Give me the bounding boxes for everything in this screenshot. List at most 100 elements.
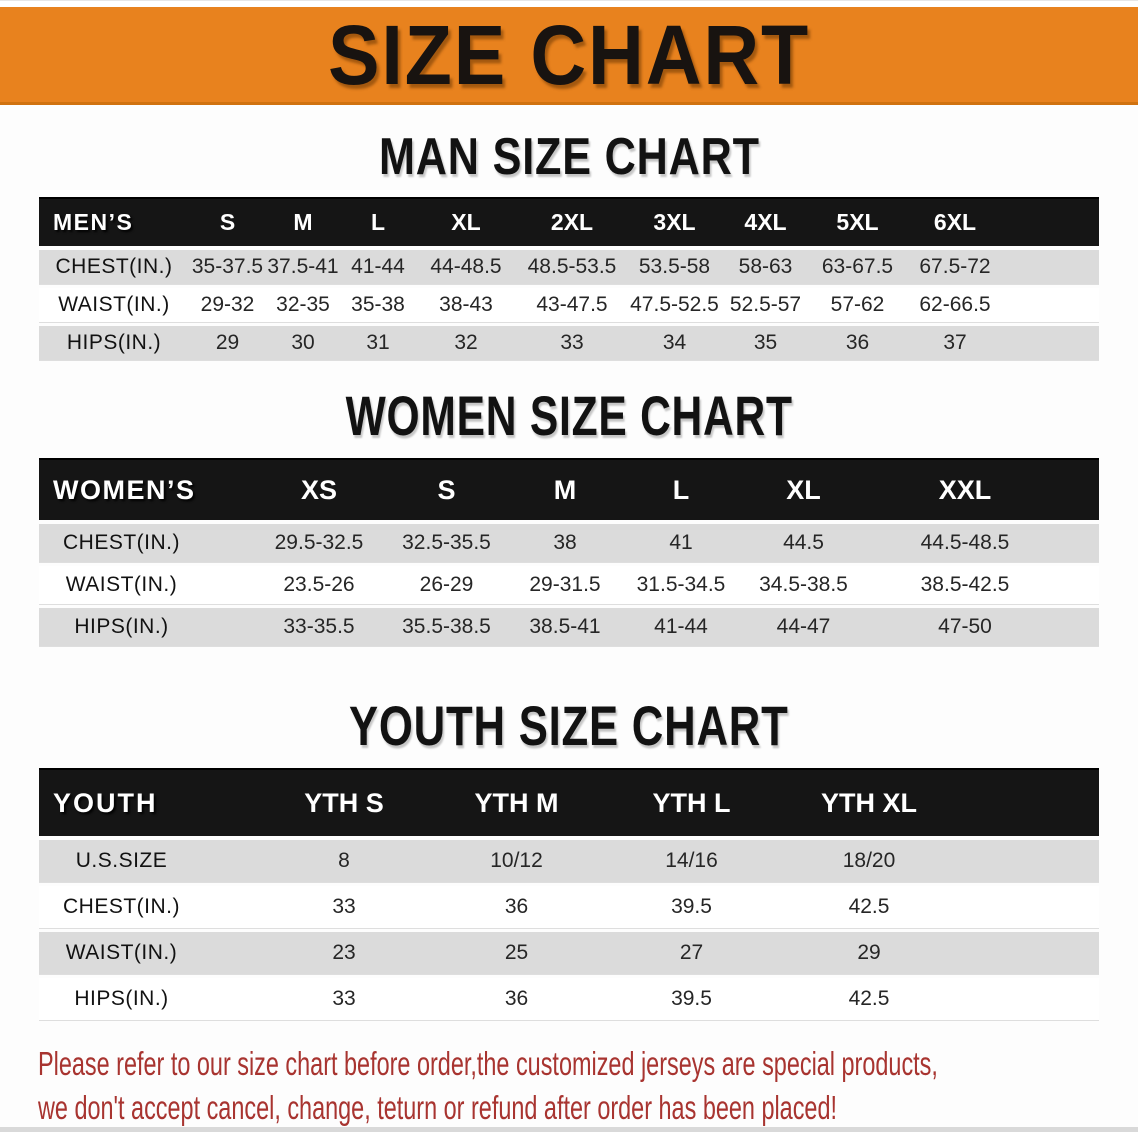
cell-value: 62-66.5 (919, 293, 991, 316)
row-label: CHEST(IN.) (55, 255, 173, 278)
cell-value: 57-62 (830, 293, 885, 316)
row-label: HIPS(IN.) (74, 615, 169, 638)
row-label: HIPS(IN.) (66, 331, 162, 354)
men-size-header: 3XL (653, 209, 696, 235)
row-label: WAIST(IN.) (65, 941, 178, 964)
men-size-header: M (293, 209, 313, 235)
top-margin (0, 0, 1138, 7)
row-label: U.S.SIZE (75, 849, 168, 872)
cell-value: 23 (332, 941, 356, 964)
women-corner-label: WOMEN’S (53, 474, 196, 505)
cell-value: 39.5 (671, 987, 712, 1010)
cell-value: 34.5-38.5 (759, 573, 848, 596)
cell-value: 31.5-34.5 (636, 573, 726, 596)
cell-value: 14/16 (665, 849, 718, 872)
men-hips-row: HIPS(IN.) 29 30 31 32 33 34 35 36 37 (39, 326, 1099, 360)
youth-table-header-row: YOUTH YTH S YTH M YTH L YTH XL (39, 768, 1099, 836)
cell-value: 41 (669, 531, 693, 554)
cell-value: 47.5-52.5 (630, 293, 719, 316)
cell-value: 26-29 (419, 573, 474, 596)
row-label: WAIST(IN.) (65, 573, 178, 596)
cell-value: 18/20 (842, 849, 896, 872)
cell-value: 31 (366, 331, 390, 354)
men-size-header: XL (451, 209, 481, 235)
cell-value: 39.5 (671, 895, 712, 918)
cell-value: 38.5-41 (529, 615, 601, 638)
youth-size-header: YTH S (304, 787, 384, 818)
disclaimer-note: Please refer to our size chart before or… (38, 1042, 1138, 1130)
men-corner-label: MEN’S (53, 209, 134, 235)
cell-value: 36 (504, 895, 529, 918)
women-size-table: WOMEN’S XS S M L XL XXL CHEST(IN.) 29.5-… (39, 458, 1099, 646)
youth-ussize-row: U.S.SIZE 8 10/12 14/16 18/20 (39, 840, 1099, 882)
men-size-header: L (370, 209, 386, 235)
youth-size-header: YTH XL (820, 787, 917, 818)
youth-chest-row: CHEST(IN.) 33 36 39.5 42.5 (39, 886, 1099, 928)
cell-value: 32.5-35.5 (402, 531, 491, 554)
cell-value: 42.5 (848, 895, 890, 918)
cell-value: 37.5-41 (267, 255, 339, 278)
youth-size-header: YTH L (652, 787, 731, 818)
cell-value: 23.5-26 (283, 573, 355, 596)
cell-value: 38-43 (439, 293, 493, 316)
cell-value: 42.5 (848, 987, 890, 1010)
cell-value: 44.5-48.5 (920, 531, 1010, 554)
cell-value: 35 (753, 331, 778, 354)
cell-value: 52.5-57 (729, 293, 802, 316)
women-size-header: L (672, 474, 690, 505)
disclaimer-line-1: Please refer to our size chart before or… (38, 1045, 938, 1082)
row-label: HIPS(IN.) (74, 987, 169, 1010)
men-size-header: 2XL (550, 209, 594, 235)
men-size-header: 5XL (836, 209, 879, 235)
cell-value: 35.5-38.5 (402, 615, 491, 638)
row-label: CHEST(IN.) (63, 895, 180, 918)
men-heading-text: MAN SIZE CHART (378, 128, 760, 186)
cell-value: 29 (215, 331, 240, 354)
women-table-header-row: WOMEN’S XS S M L XL XXL (39, 458, 1099, 520)
men-waist-row: WAIST(IN.) 29-32 32-35 35-38 38-43 43-47… (39, 288, 1099, 322)
women-size-header: M (553, 474, 577, 505)
row-label: CHEST(IN.) (63, 531, 180, 554)
women-chest-row: CHEST(IN.) 29.5-32.5 32.5-35.5 38 41 44.… (39, 524, 1099, 562)
cell-value: 29 (857, 941, 881, 964)
cell-value: 67.5-72 (919, 255, 991, 278)
bottom-margin (0, 1127, 1138, 1132)
cell-value: 44.5 (783, 531, 824, 554)
women-heading-text: WOMEN SIZE CHART (345, 384, 793, 447)
women-size-header: XS (300, 474, 338, 505)
size-chart-banner: SIZE CHART (0, 7, 1138, 105)
cell-value: 29-31.5 (529, 573, 601, 596)
cell-value: 58-63 (738, 255, 793, 278)
cell-value: 37 (943, 331, 967, 354)
women-hips-row: HIPS(IN.) 33-35.5 35.5-38.5 38.5-41 41-4… (39, 608, 1099, 646)
women-section-heading: WOMEN SIZE CHART (0, 388, 1138, 444)
cell-value: 33 (332, 987, 356, 1010)
cell-value: 41-44 (351, 255, 405, 278)
cell-value: 33 (332, 895, 356, 918)
men-size-header: 4XL (744, 209, 787, 235)
cell-value: 47-50 (938, 615, 992, 638)
youth-size-table: YOUTH YTH S YTH M YTH L YTH XL U.S.SIZE … (39, 768, 1099, 1020)
cell-value: 33 (560, 331, 584, 354)
men-section-heading: MAN SIZE CHART (0, 131, 1138, 183)
women-size-header: XXL (938, 474, 992, 505)
cell-value: 10/12 (490, 849, 543, 872)
cell-value: 44-48.5 (430, 255, 502, 278)
cell-value: 63-67.5 (821, 255, 894, 278)
cell-value: 36 (504, 987, 529, 1010)
women-size-header: S (437, 474, 456, 505)
banner-title: SIZE CHART (327, 7, 811, 102)
cell-value: 38 (553, 531, 577, 554)
cell-value: 30 (291, 331, 315, 354)
cell-value: 35-38 (351, 293, 405, 316)
cell-value: 36 (845, 331, 870, 354)
cell-value: 8 (338, 849, 350, 872)
cell-value: 44-47 (776, 615, 831, 638)
men-size-header: S (219, 209, 236, 235)
youth-section-heading: YOUTH SIZE CHART (0, 698, 1138, 754)
cell-value: 32 (454, 331, 478, 354)
women-waist-row: WAIST(IN.) 23.5-26 26-29 29-31.5 31.5-34… (39, 566, 1099, 604)
men-table-header-row: MEN’S S M L XL 2XL 3XL 4XL 5XL 6XL (39, 197, 1099, 246)
youth-hips-row: HIPS(IN.) 33 36 39.5 42.5 (39, 978, 1099, 1020)
youth-corner-label: YOUTH (53, 787, 158, 818)
